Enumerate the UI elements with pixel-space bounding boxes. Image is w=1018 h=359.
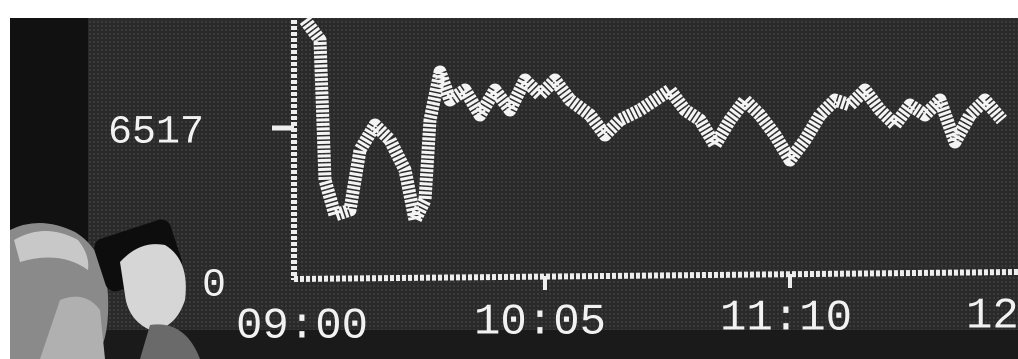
x-label: 10:05 [474,298,606,348]
photo: 6517 0 09:00 10:05 11:10 12 [0,0,1018,359]
y-label: 6517 [108,111,204,156]
y-label: 0 [202,264,226,309]
x-label: 09:00 [236,302,368,352]
x-label: 12 [966,292,1018,342]
page: 6517 0 09:00 10:05 11:10 12 (() => { con… [0,0,1018,359]
x-label: 11:10 [720,294,852,344]
